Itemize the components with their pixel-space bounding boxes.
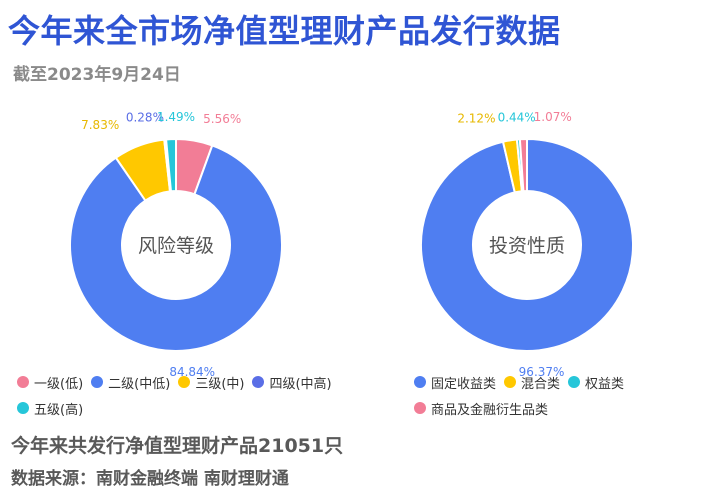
legend-item: 五级(高) — [17, 399, 83, 418]
slice-data-label: 0.28% — [126, 111, 164, 125]
legend-dot-icon — [17, 376, 29, 388]
legend-item: 权益类 — [568, 373, 624, 392]
legend-item: 四级(中高) — [252, 373, 332, 392]
legend-label: 商品及金融衍生品类 — [431, 402, 549, 418]
legend-label: 权益类 — [585, 376, 625, 392]
legend-dot-icon — [17, 402, 29, 414]
slice-data-label: 84.84% — [169, 365, 215, 379]
legend-investment-type: 固定收益类 混合类 权益类 商品及金融衍生品类 — [414, 372, 632, 424]
legend-item: 二级(中低) — [91, 373, 170, 392]
legend-row: 五级(高) — [17, 398, 340, 418]
legend-item: 三级(中) — [178, 373, 244, 392]
donut-center-label: 投资性质 — [489, 235, 565, 257]
legend-dot-icon — [568, 376, 581, 388]
legend-item: 混合类 — [504, 373, 560, 392]
slice-data-label: 1.49% — [157, 110, 195, 124]
total-issued-note: 今年来共发行净值型理财产品21051只 — [11, 435, 344, 457]
legend-dot-icon — [178, 376, 191, 388]
data-source-note: 数据来源：南财金融终端 南财理财通 — [11, 469, 289, 489]
slice-data-label: 0.44% — [498, 110, 536, 124]
legend-dot-icon — [504, 376, 517, 388]
legend-row: 商品及金融衍生品类 — [414, 398, 632, 418]
slice-data-label: 1.07% — [534, 110, 572, 124]
legend-label: 三级(中) — [195, 376, 245, 392]
slice-data-label: 5.56% — [203, 112, 241, 126]
legend-dot-icon — [91, 376, 104, 388]
legend-row: 一级(低) 二级(中低) 三级(中) 四级(中高) — [17, 372, 340, 392]
legend-label: 混合类 — [521, 376, 561, 392]
donut-charts: 5.56% 84.84% 7.83% 0.28%1.49% 风险等级 96.37% 2.12… — [69, 110, 634, 379]
legend-label: 五级(高) — [34, 402, 84, 418]
legend-label: 固定收益类 — [431, 376, 497, 392]
donut-slice — [69, 144, 283, 352]
legend-label: 二级(中低) — [108, 376, 171, 392]
legend-item: 固定收益类 — [414, 373, 496, 392]
slice-data-label: 7.83% — [81, 118, 119, 132]
donut-slice — [518, 137, 528, 193]
legend-item: 一级(低) — [17, 373, 83, 392]
slice-data-label: 96.37% — [519, 365, 565, 379]
legend-dot-icon — [414, 402, 426, 414]
page-subtitle: 截至2023年9月24日 — [13, 65, 181, 85]
donut-center-label: 风险等级 — [138, 235, 214, 257]
legend-item: 商品及金融衍生品类 — [414, 399, 548, 418]
page-title: 今年来全市场净值型理财产品发行数据 — [8, 12, 561, 50]
legend-dot-icon — [252, 376, 265, 388]
donut-slice — [420, 137, 634, 352]
legend-label: 四级(中高) — [269, 376, 332, 392]
legend-row: 固定收益类 混合类 权益类 — [414, 372, 632, 392]
slice-data-label: 2.12% — [457, 112, 495, 126]
legend-dot-icon — [414, 376, 426, 388]
legend-label: 一级(低) — [34, 376, 84, 392]
legend-risk-level: 一级(低) 二级(中低) 三级(中) 四级(中高) 五级(高) — [17, 372, 340, 424]
donut-slice — [165, 137, 177, 193]
